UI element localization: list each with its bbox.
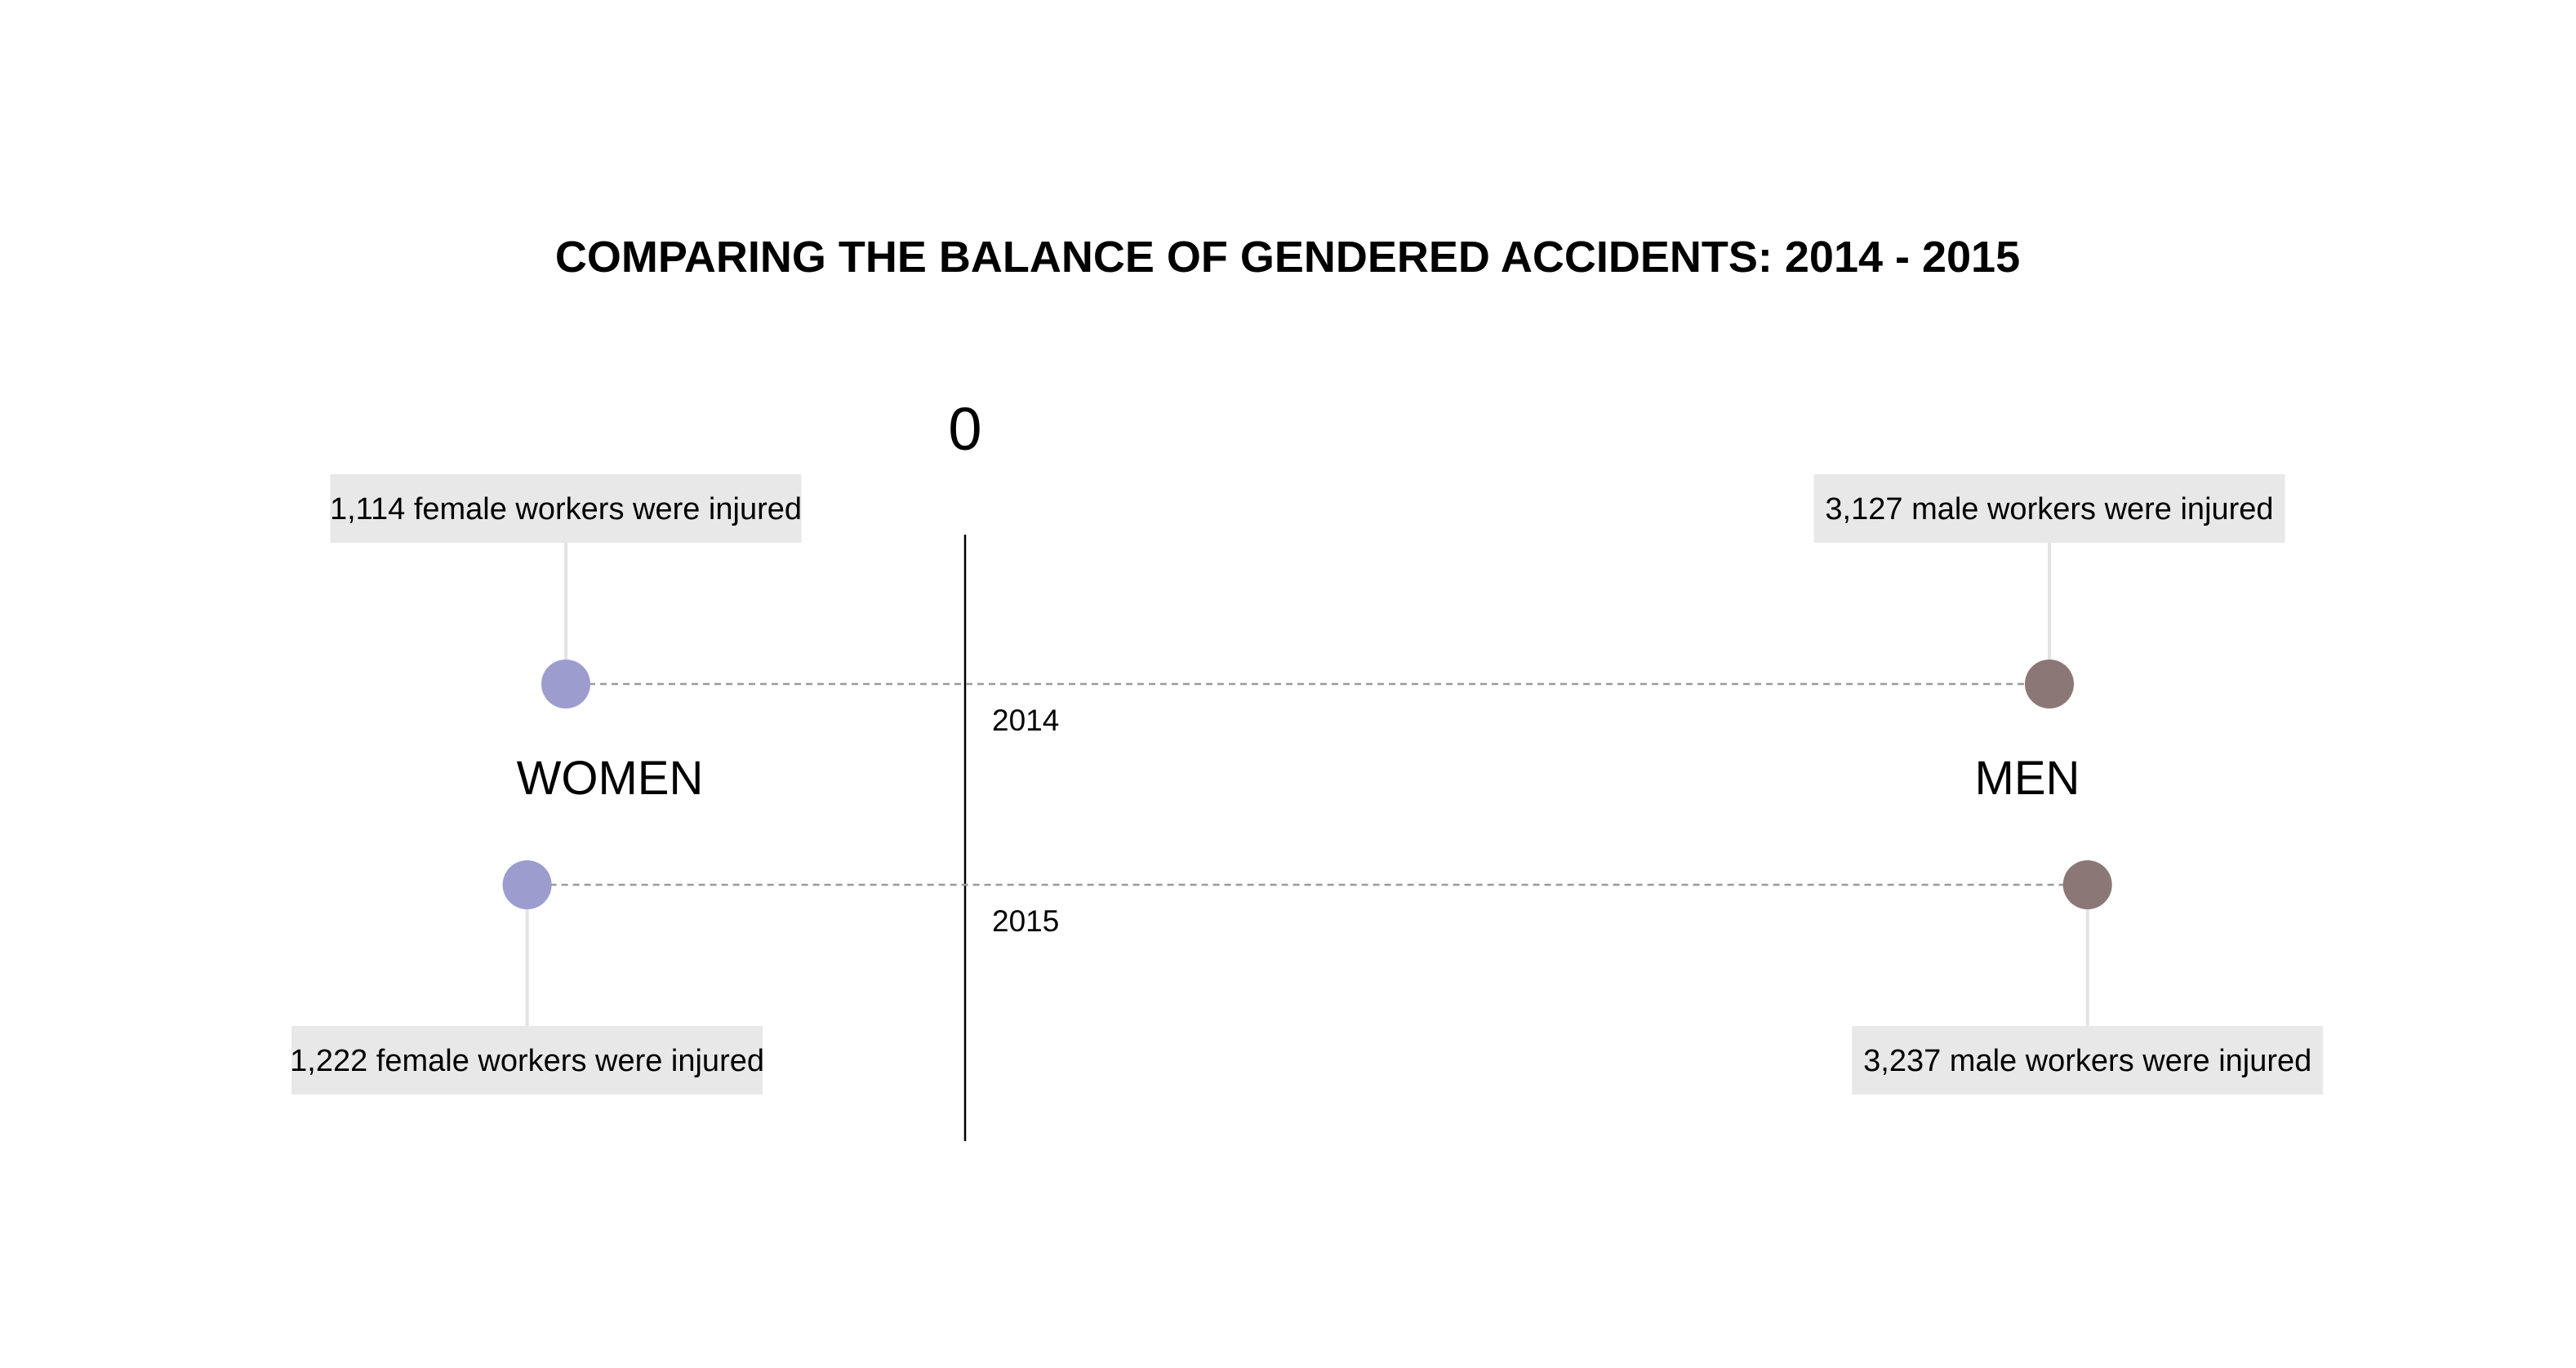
chart-marks: 2014 1,114 female workers were injured 3,1… — [290, 474, 2324, 1095]
men-group-label: MEN — [1975, 752, 2080, 805]
chart-title: COMPARING THE BALANCE OF GENDERED ACCIDE… — [555, 233, 2020, 282]
men-annotation-box-2014 — [1813, 474, 2285, 543]
women-group-label: WOMEN — [517, 752, 704, 805]
women-annotation-text-2015: 1,222 female workers were injured — [290, 1044, 764, 1078]
women-annotation-box-2014 — [330, 474, 802, 543]
men-annotation-text-2014: 3,127 male workers were injured — [1825, 492, 2273, 526]
men-dot-2014 — [2025, 660, 2074, 708]
zero-axis-label: 0 — [948, 395, 981, 463]
women-annotation-text-2014: 1,114 female workers were injured — [330, 492, 802, 526]
men-dot-2015 — [2062, 860, 2112, 909]
men-annotation-text-2015: 3,237 male workers were injured — [1863, 1044, 2311, 1078]
year-label-2014: 2014 — [992, 704, 1059, 737]
women-annotation-box-2015 — [291, 1026, 763, 1095]
women-dot-2014 — [541, 660, 590, 708]
year-label-2015: 2015 — [992, 904, 1059, 938]
men-annotation-box-2015 — [1852, 1026, 2324, 1095]
women-dot-2015 — [502, 860, 552, 909]
